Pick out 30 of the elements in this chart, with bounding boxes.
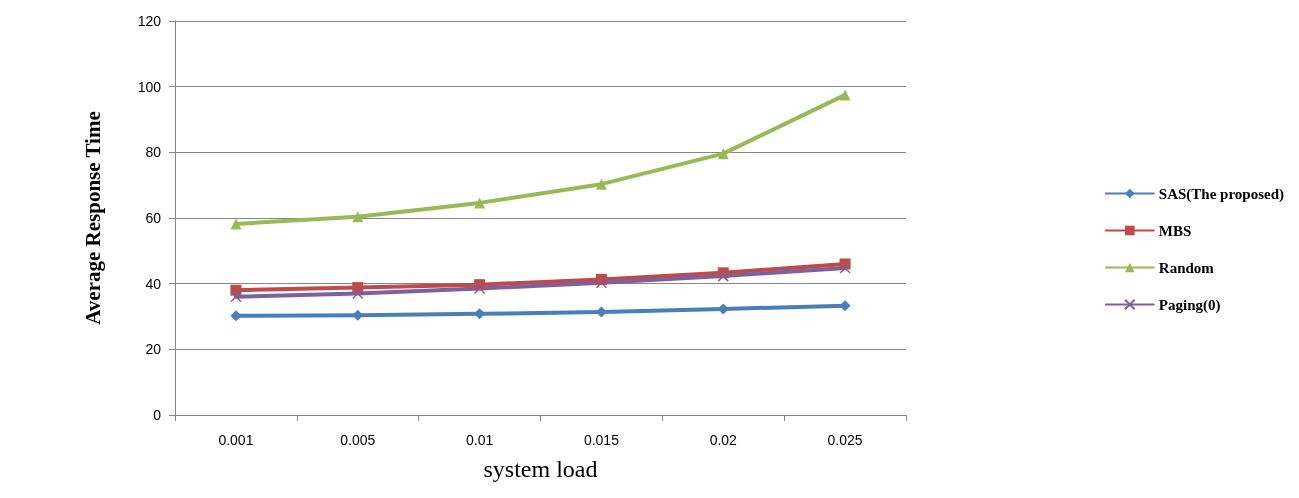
legend-label: MBS <box>1158 222 1192 239</box>
y-tick-label: 60 <box>145 210 162 226</box>
point <box>595 178 607 190</box>
legend-label: Paging(0) <box>1158 296 1221 314</box>
legend-label: SAS(The proposed) <box>1158 185 1284 203</box>
x-tick-label: 0.015 <box>583 432 620 448</box>
point <box>230 291 242 303</box>
y-tick-label: 100 <box>137 78 162 95</box>
point <box>230 218 242 230</box>
x-tick-label: 0.025 <box>827 432 863 448</box>
point <box>595 276 608 289</box>
point <box>473 282 486 295</box>
x-tick-label: 0.005 <box>340 432 376 448</box>
y-tick-label: 40 <box>145 275 162 292</box>
y-axis-title: Average Response Time <box>80 111 105 325</box>
point <box>474 197 486 209</box>
x-axis-title: system load <box>483 456 598 482</box>
legend-label: Random <box>1158 259 1215 276</box>
y-tick-label: 120 <box>137 13 162 29</box>
y-tick-label: 0 <box>153 407 162 423</box>
point <box>717 148 729 160</box>
x-tick-label: 0.02 <box>709 432 738 448</box>
point <box>352 287 364 300</box>
point <box>839 262 851 274</box>
x-tick-label: 0.001 <box>218 432 254 448</box>
point <box>352 211 364 223</box>
y-tick-label: 20 <box>145 341 162 358</box>
x-tick-label: 0.01 <box>465 432 494 448</box>
y-tick-label: 80 <box>145 144 162 161</box>
point <box>839 89 851 101</box>
